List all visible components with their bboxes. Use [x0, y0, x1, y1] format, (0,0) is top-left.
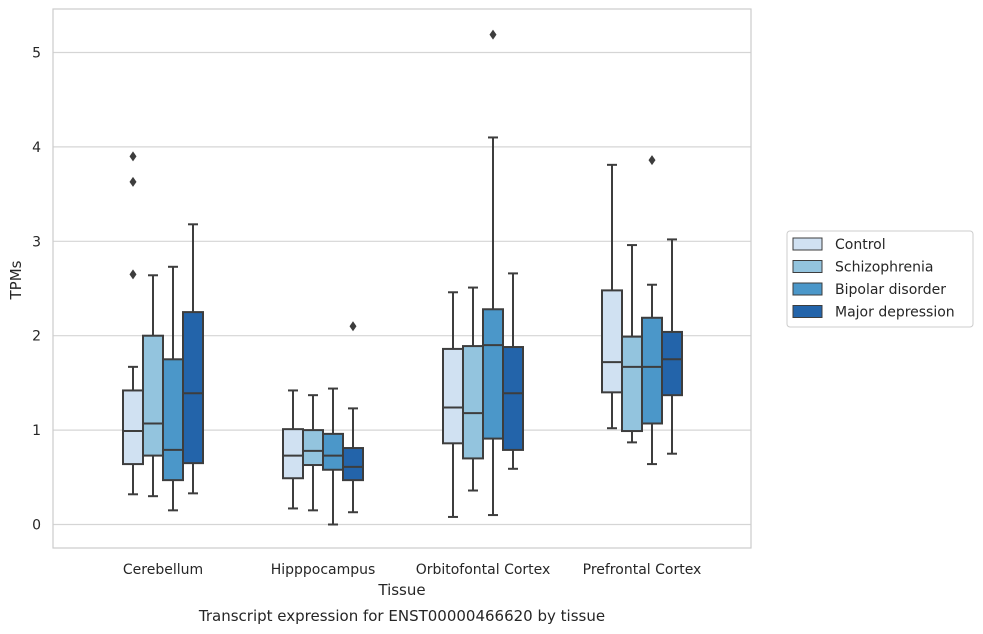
y-tick-labels: 0 1 2 3 4 5 — [32, 46, 41, 534]
legend-label: Bipolar disorder — [835, 282, 946, 298]
x-tick-label: Orbitofontal Cortex — [416, 562, 551, 578]
box-group — [641, 155, 663, 466]
box-group — [182, 223, 204, 495]
outlier-point — [129, 176, 137, 187]
y-axis-label: TPMs — [7, 260, 25, 300]
box — [282, 428, 304, 480]
boxes — [122, 29, 683, 526]
box — [462, 345, 484, 460]
outlier-point — [489, 29, 497, 40]
legend-swatch — [792, 282, 823, 296]
x-tick-label: Hipppocampus — [271, 562, 376, 578]
y-tick-label: 0 — [32, 518, 41, 534]
y-tick-label: 4 — [32, 140, 41, 156]
legend: Control Schizophrenia Bipolar disorder Majo… — [786, 230, 974, 328]
x-tick-labels: Cerebellum Hipppocampus Orbitofontal Corte… — [123, 562, 701, 578]
box — [342, 447, 364, 482]
y-tick-label: 5 — [32, 46, 41, 62]
outlier-point — [349, 321, 357, 332]
outlier-point — [129, 151, 137, 162]
legend-label: Major depression — [835, 305, 955, 321]
box — [122, 389, 144, 466]
box-group — [302, 394, 324, 512]
outlier-point — [129, 269, 137, 280]
plot-area-frame — [52, 8, 752, 549]
legend-swatch — [792, 237, 823, 251]
y-tick-label: 1 — [32, 423, 41, 439]
box — [442, 347, 464, 445]
box — [302, 429, 324, 467]
box-group — [342, 321, 364, 514]
legend-label: Schizophrenia — [835, 260, 933, 276]
y-tick-label: 3 — [32, 234, 41, 250]
legend-frame — [786, 230, 974, 328]
y-tick-label: 2 — [32, 329, 41, 345]
box — [502, 346, 524, 451]
legend-swatch — [792, 260, 823, 273]
box-group — [482, 29, 504, 517]
box — [661, 330, 683, 397]
chart-caption: Transcript expression for ENST0000046662… — [198, 607, 605, 625]
box-group — [621, 244, 643, 444]
box — [142, 334, 164, 457]
x-axis-label: Tissue — [377, 581, 425, 599]
x-tick-label: Cerebellum — [123, 562, 203, 578]
legend-swatch — [792, 305, 823, 318]
box-group — [661, 238, 683, 455]
box — [322, 432, 344, 471]
outlier-point — [648, 155, 656, 166]
box — [482, 308, 504, 440]
box-group — [282, 389, 304, 510]
box-group — [122, 151, 144, 496]
box — [641, 316, 663, 425]
legend-label: Control — [835, 237, 886, 253]
box — [182, 311, 204, 465]
box — [162, 358, 184, 482]
box — [601, 289, 623, 394]
box — [621, 335, 643, 433]
x-tick-label: Prefrontal Cortex — [583, 562, 702, 578]
box-group — [502, 272, 524, 470]
